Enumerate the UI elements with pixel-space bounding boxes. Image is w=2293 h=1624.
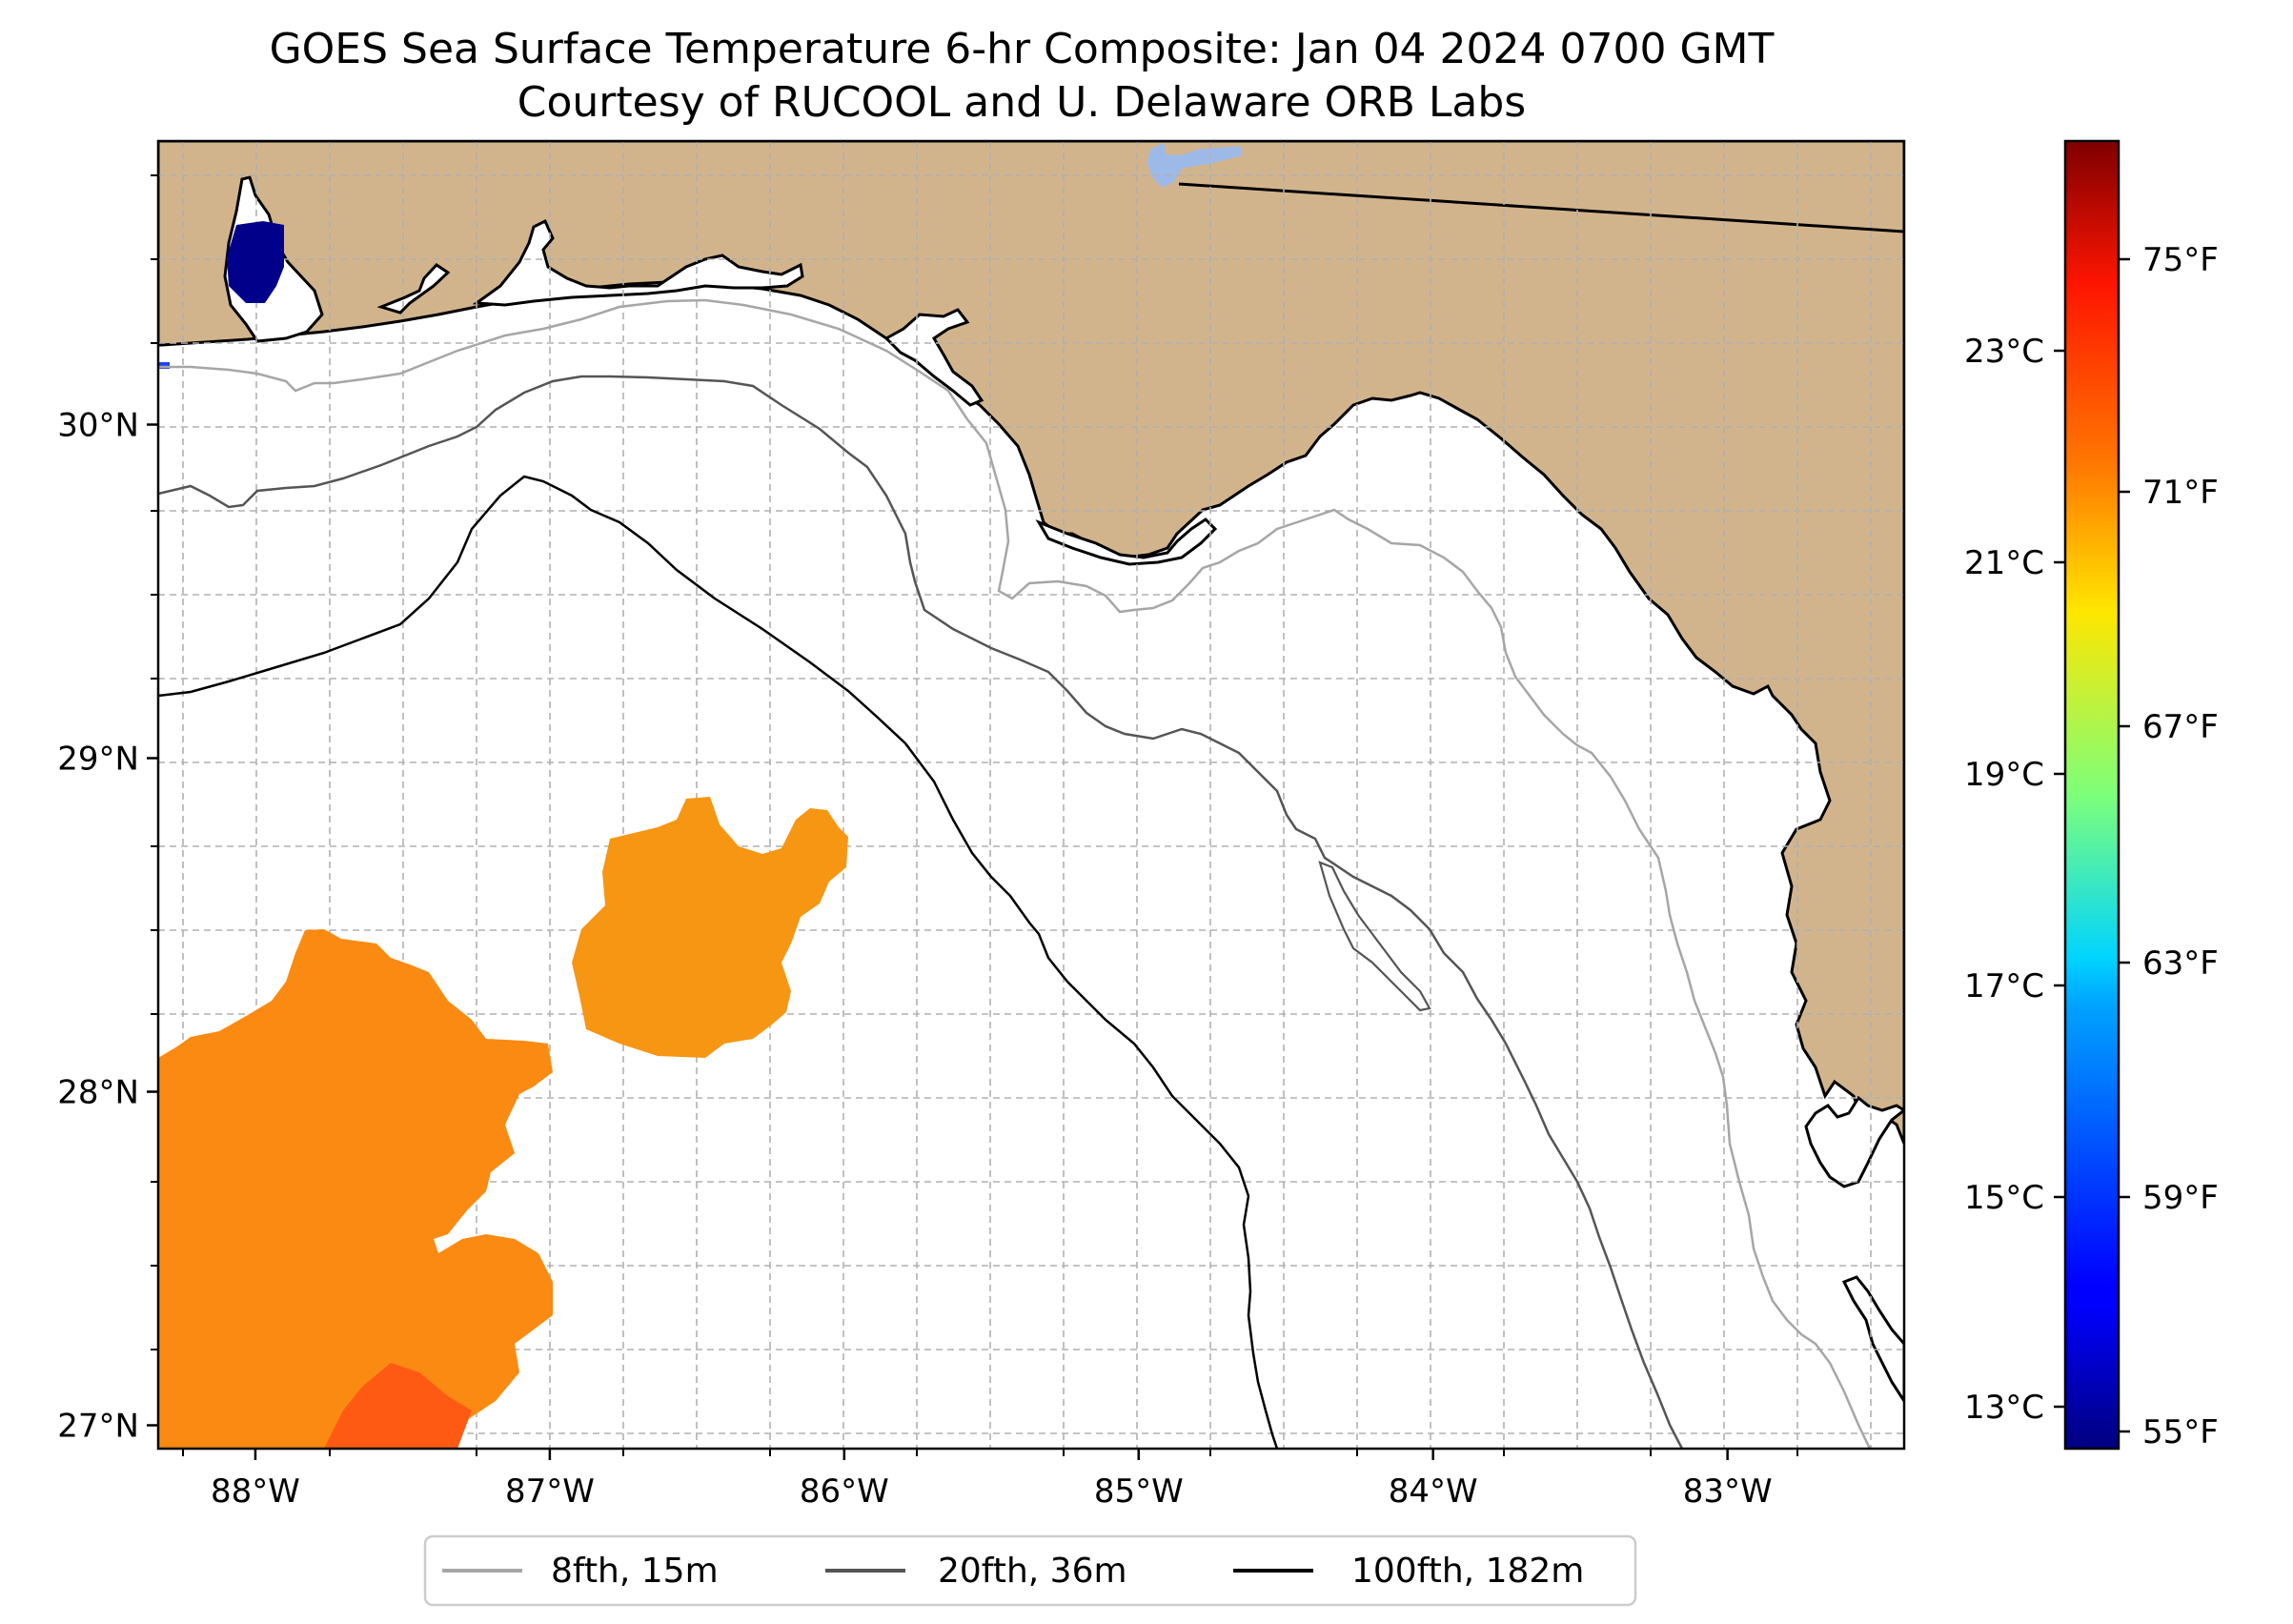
title-line-2: Courtesy of RUCOOL and U. Delaware ORB L… xyxy=(517,78,1526,127)
minor-ticks xyxy=(151,174,1798,1456)
sst-pixel-west-edge xyxy=(158,362,170,369)
lat-tick-label: 29°N xyxy=(57,741,139,779)
sst-patch-central xyxy=(572,797,848,1058)
cbar-f-tick-label: 67°F xyxy=(2142,708,2219,746)
lat-tick-label: 27°N xyxy=(57,1408,139,1446)
cbar-f-tick-label: 59°F xyxy=(2142,1179,2219,1217)
legend-label-182m: 100fth, 182m xyxy=(1351,1552,1584,1591)
sst-patch-southwest-warm xyxy=(324,1363,472,1449)
colorbar-celsius-ticks: 23°C 21°C 19°C 17°C 15°C 13°C xyxy=(1964,333,2065,1427)
legend-box xyxy=(423,1534,1637,1607)
cbar-f-tick-label: 63°F xyxy=(2142,944,2219,983)
colorbar: 23°C 21°C 19°C 17°C 15°C 13°C 75°F 71°F 67°F 63°… xyxy=(1964,139,2219,1451)
cbar-f-tick-label: 55°F xyxy=(2142,1413,2219,1451)
legend: 8fth, 15m 20fth, 36m 100fth, 182m xyxy=(423,1534,1637,1607)
map-frame xyxy=(156,139,1906,1451)
charlotte-harbor xyxy=(1841,1275,1904,1404)
state-border xyxy=(1178,182,1904,233)
cbar-c-tick-label: 23°C xyxy=(1964,333,2044,371)
isobath-15m xyxy=(158,298,1872,1449)
lon-tick-label: 86°W xyxy=(800,1472,889,1511)
lon-tick-label: 83°W xyxy=(1683,1472,1773,1511)
lat-tick-label: 30°N xyxy=(57,407,139,445)
legend-label-15m: 8fth, 15m xyxy=(551,1552,719,1591)
pensacola-bay xyxy=(376,263,451,315)
sst-patch-southwest xyxy=(158,929,553,1449)
cbar-f-tick-label: 75°F xyxy=(2142,241,2219,279)
colorbar-fahrenheit-ticks: 75°F 71°F 67°F 63°F 59°F 55°F xyxy=(2119,241,2219,1451)
gridlines xyxy=(158,141,1904,1449)
lon-tick-label: 87°W xyxy=(505,1472,595,1511)
isobath-182m xyxy=(158,475,1279,1449)
cbar-c-tick-label: 15°C xyxy=(1964,1179,2044,1217)
sst-patch-mobile-bay xyxy=(227,221,284,303)
cbar-c-tick-label: 21°C xyxy=(1964,544,2044,582)
cbar-c-tick-label: 13°C xyxy=(1964,1389,2044,1427)
lat-tick-label: 28°N xyxy=(57,1074,139,1112)
isobath-36m xyxy=(158,375,1684,1449)
map-panel xyxy=(158,141,1904,1449)
lake-seminole xyxy=(1146,142,1243,188)
cbar-c-tick-label: 17°C xyxy=(1964,967,2044,1005)
isobath-36m-shoal xyxy=(1318,861,1431,1012)
colorbar-gradient xyxy=(2063,139,2121,1451)
lon-tick-label: 88°W xyxy=(211,1472,300,1511)
latitude-ticks: 30°N 29°N 28°N 27°N xyxy=(57,407,158,1446)
longitude-ticks: 88°W 87°W 86°W 85°W 84°W 83°W xyxy=(211,1449,1773,1511)
legend-label-36m: 20fth, 36m xyxy=(938,1552,1127,1591)
lon-tick-label: 85°W xyxy=(1094,1472,1184,1511)
st-andrew-bay xyxy=(883,308,984,407)
choctawhatchee-bay xyxy=(472,218,804,307)
lon-tick-label: 84°W xyxy=(1389,1472,1478,1511)
cbar-f-tick-label: 71°F xyxy=(2142,474,2219,512)
tampa-bay xyxy=(1804,1095,1904,1188)
title-line-1: GOES Sea Surface Temperature 6-hr Compos… xyxy=(270,25,1775,73)
cbar-c-tick-label: 19°C xyxy=(1964,756,2044,794)
